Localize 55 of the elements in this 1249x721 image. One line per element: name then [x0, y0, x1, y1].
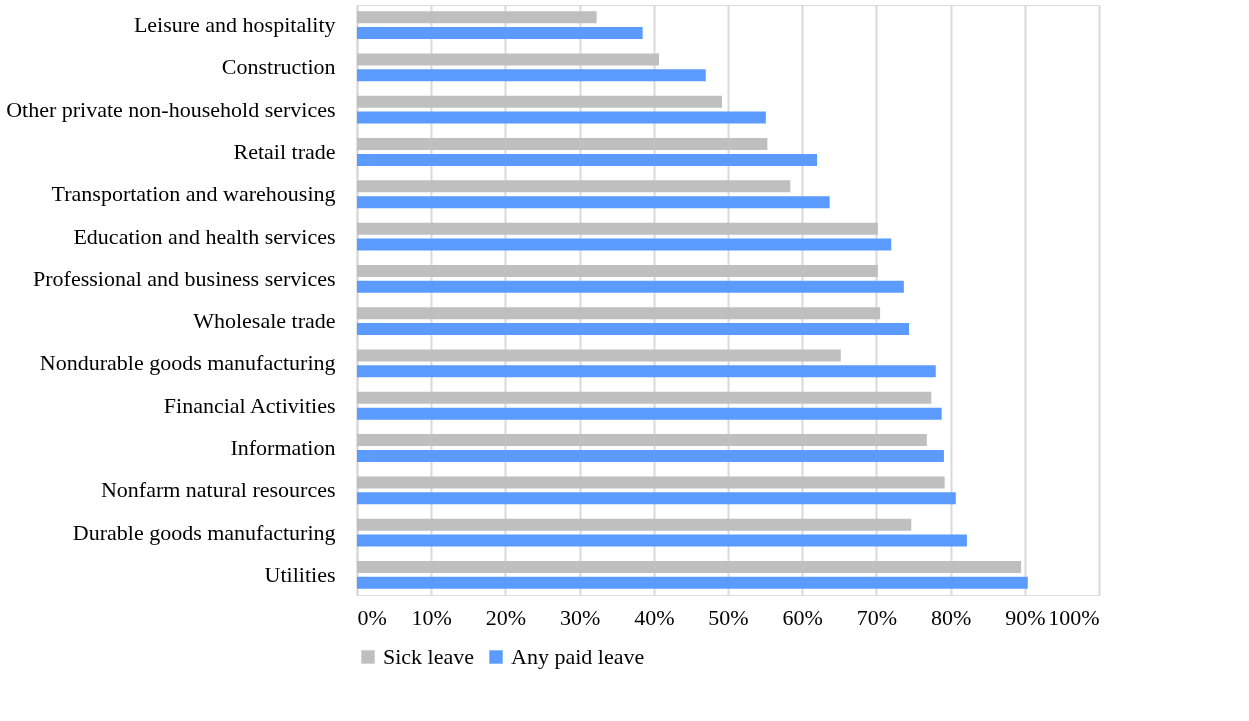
x-tick-label: 70%: [856, 604, 898, 630]
bar: [357, 323, 910, 336]
bar: [357, 27, 643, 40]
y-tick-label: Nonfarm natural resources: [100, 477, 336, 503]
bar: [357, 449, 944, 462]
y-tick-label: Leisure and hospitality: [133, 12, 336, 38]
y-tick-label: Education and health services: [73, 223, 336, 249]
x-tick-label: 10%: [411, 604, 452, 630]
y-tick-label: Utilities: [264, 561, 336, 587]
y-tick-label: Wholesale trade: [193, 308, 336, 334]
bar: [357, 238, 892, 251]
bar: [357, 11, 597, 24]
bar: [357, 280, 904, 293]
x-tick-label: 60%: [782, 604, 823, 630]
x-tick-label: 20%: [485, 604, 527, 630]
y-tick-label: Construction: [221, 54, 336, 80]
bar: [357, 349, 841, 362]
x-tick-label: 0%: [357, 604, 387, 630]
x-tick-label: 40%: [634, 604, 675, 630]
bar: [357, 492, 956, 505]
bar: [357, 138, 768, 151]
x-tick-label: 80%: [930, 604, 972, 630]
bar: [357, 365, 936, 378]
bar: [357, 391, 932, 404]
bar: [357, 434, 927, 447]
y-tick-label: Durable goods manufacturing: [72, 519, 336, 545]
y-tick-label: Nondurable goods manufacturing: [39, 350, 336, 376]
y-tick-label: Retail trade: [233, 138, 336, 164]
legend-label: Sick leave: [383, 644, 475, 669]
x-tick-label: 50%: [708, 604, 749, 630]
bar: [357, 196, 830, 209]
bar: [357, 180, 791, 193]
bar: [357, 53, 659, 66]
bar: [357, 576, 1028, 589]
x-tick-label: 100%: [1048, 604, 1100, 630]
bar: [357, 476, 945, 489]
bar: [357, 222, 878, 235]
x-tick-label: 90%: [1005, 604, 1046, 630]
bar: [357, 111, 766, 124]
bar: [357, 95, 723, 108]
bar: [357, 518, 912, 531]
bar: [357, 560, 1022, 573]
bar: [357, 264, 878, 277]
y-tick-label: Professional and business services: [33, 265, 336, 291]
legend-label: Any paid leave: [511, 644, 645, 669]
y-tick-label: Financial Activities: [163, 392, 336, 418]
x-tick-label: 30%: [559, 604, 601, 630]
bar: [357, 307, 881, 320]
bar: [357, 407, 942, 420]
bar: [357, 153, 818, 166]
y-tick-label: Other private non-household services: [6, 96, 336, 122]
bar: [357, 69, 706, 82]
y-tick-label: Transportation and warehousing: [51, 181, 336, 207]
bar: [357, 534, 967, 547]
y-tick-label: Information: [230, 435, 336, 461]
